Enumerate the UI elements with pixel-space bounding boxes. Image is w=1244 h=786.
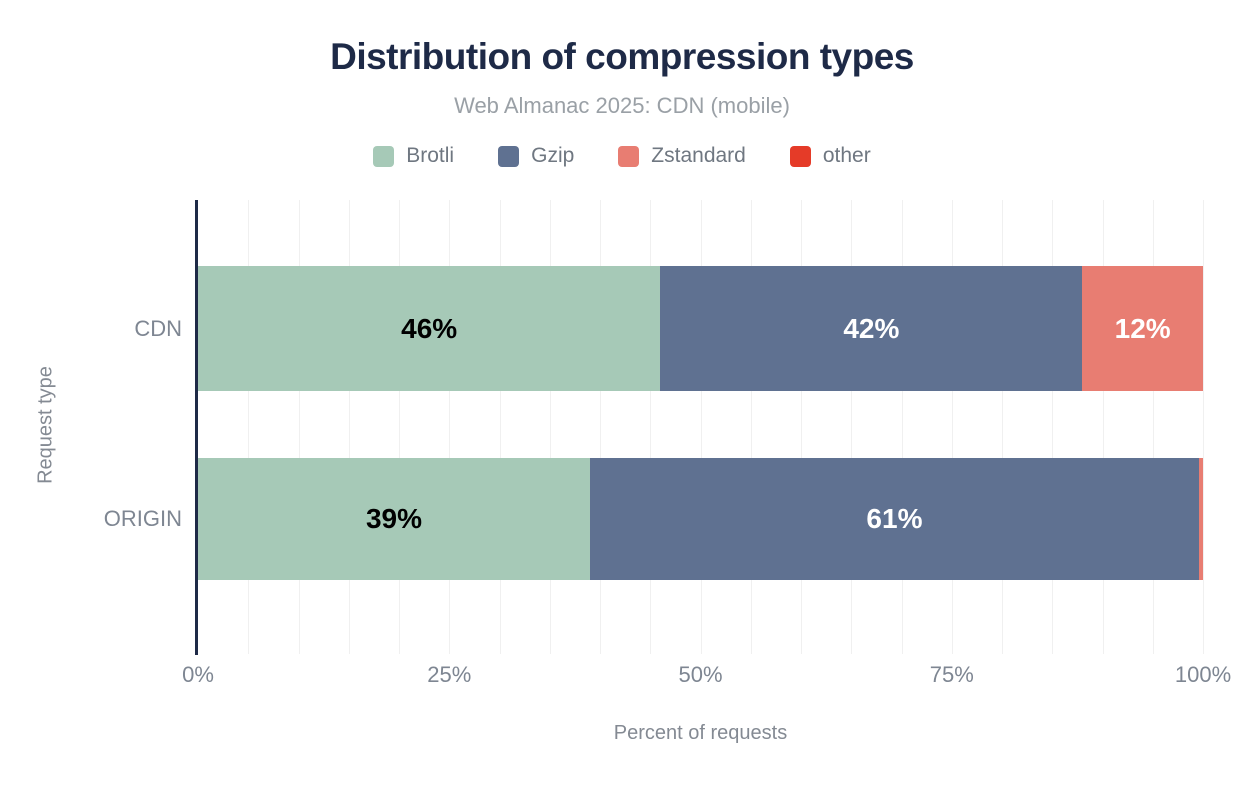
gridline (650, 200, 652, 654)
bar-segment-cdn-brotli[interactable]: 46% (198, 266, 661, 392)
gridline (851, 200, 853, 654)
gridline (1002, 200, 1003, 654)
bar-segment-cdn-gzip[interactable]: 42% (660, 266, 1083, 392)
gridline (600, 200, 601, 654)
x-axis-title: Percent of requests (613, 722, 788, 744)
gridline (951, 200, 953, 654)
bar-row-origin: 39% 61% (198, 457, 1203, 580)
chart-subtitle: Web Almanac 2025: CDN (mobile) (454, 93, 790, 118)
legend-item-brotli[interactable]: Brotli (373, 144, 454, 168)
bar-value-label: 46% (401, 312, 458, 344)
bar-segment-origin-zstandard[interactable] (1198, 457, 1203, 580)
plot-area: 46% 42% 12% 39% 61% CDN ORIGIN 0% 25% 50% 75% 100… (104, 200, 1231, 687)
x-tick-label: 50% (678, 662, 723, 687)
bar-segment-origin-brotli[interactable]: 39% (198, 457, 590, 580)
legend-swatch-icon (789, 145, 811, 167)
gridline (549, 200, 551, 654)
bar-row-cdn: 46% 42% 12% (198, 266, 1203, 392)
x-tick-label: 100% (1174, 662, 1232, 687)
y-axis-line (195, 200, 198, 655)
gridline (399, 200, 400, 654)
gridline (801, 200, 802, 654)
legend-label: other (822, 144, 871, 167)
legend-item-gzip[interactable]: Gzip (498, 144, 574, 168)
gridline (1203, 200, 1204, 654)
bar-value-label: 42% (843, 312, 900, 344)
y-category-label-cdn: CDN (134, 315, 182, 341)
x-tick-label: 0% (182, 662, 214, 687)
gridline (1152, 200, 1154, 654)
gridline (750, 200, 752, 654)
gridline (248, 200, 250, 654)
bar-value-label: 12% (1114, 312, 1171, 344)
legend: Brotli Gzip Zstandard other (0, 144, 1244, 168)
legend-label: Brotli (406, 144, 455, 167)
gridline (298, 200, 300, 654)
legend-item-zstandard[interactable]: Zstandard (618, 144, 746, 168)
legend-swatch-icon (498, 145, 520, 167)
legend-label: Gzip (531, 144, 575, 167)
bar-segment-cdn-zstandard[interactable]: 12% (1082, 266, 1203, 392)
x-tick-label: 75% (929, 662, 974, 687)
legend-label: Zstandard (651, 144, 746, 167)
legend-item-other[interactable]: other (789, 144, 871, 168)
gridline (348, 200, 350, 654)
legend-swatch-icon (373, 145, 395, 167)
chart-title: Distribution of compression types (330, 36, 914, 77)
x-tick-label: 25% (427, 662, 472, 687)
bar-segment-origin-gzip[interactable]: 61% (589, 457, 1199, 580)
bar-value-label: 61% (866, 502, 923, 534)
gridline (901, 200, 903, 654)
gridline (700, 200, 702, 654)
y-axis-title: Request type (34, 366, 57, 484)
gridline (499, 200, 501, 654)
gridline (1052, 200, 1054, 654)
gridline (449, 200, 451, 654)
gridline (1102, 200, 1104, 654)
legend-swatch-icon (618, 145, 640, 167)
y-category-label-origin: ORIGIN (103, 505, 182, 531)
bar-value-label: 39% (365, 502, 422, 534)
